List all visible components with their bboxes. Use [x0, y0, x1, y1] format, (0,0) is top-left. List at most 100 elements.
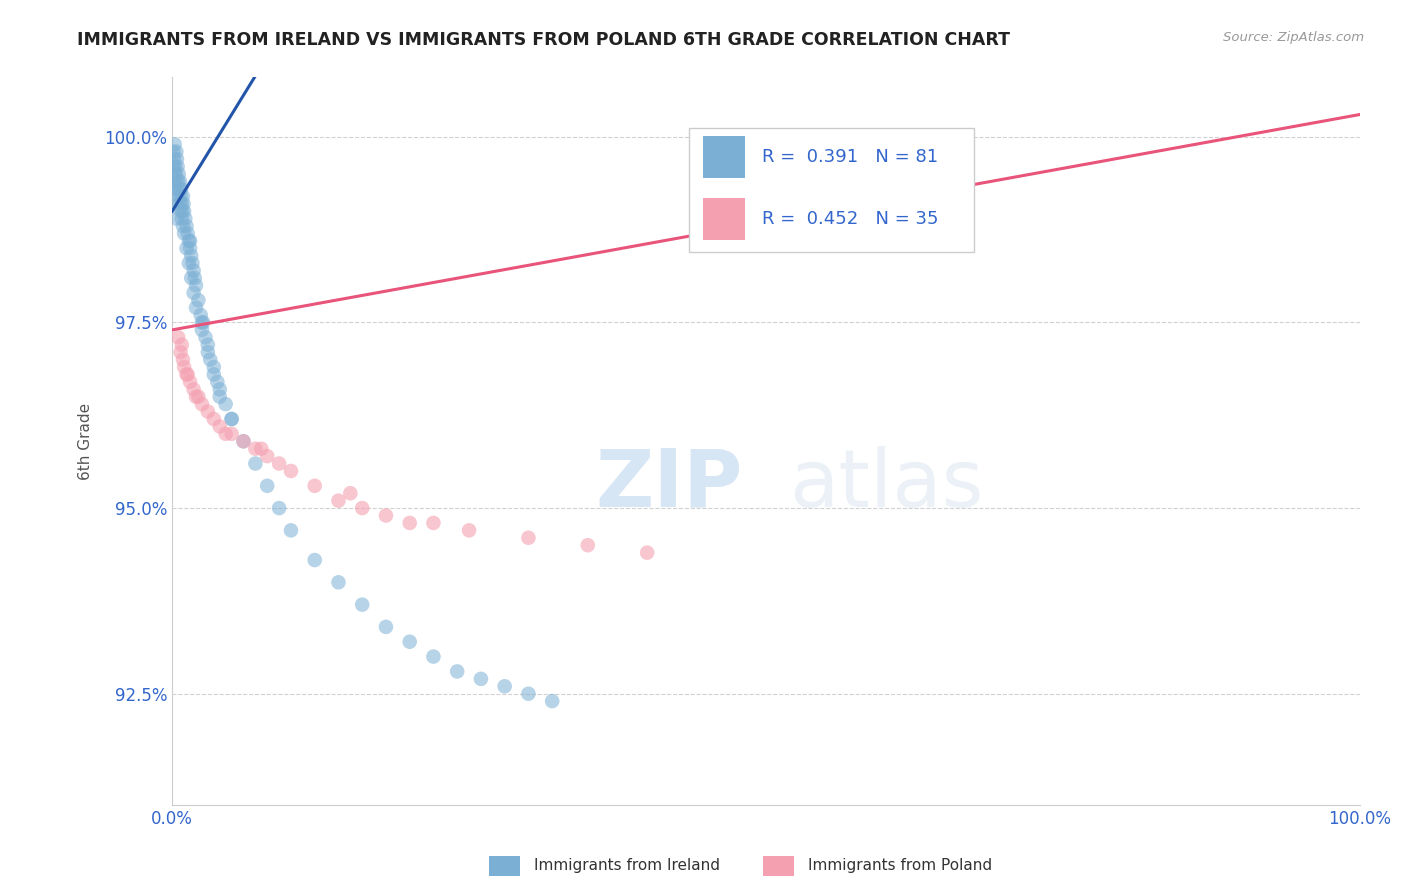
Text: ZIP: ZIP	[595, 446, 742, 524]
FancyBboxPatch shape	[689, 128, 973, 252]
Point	[232, 434, 254, 449]
Point	[177, 234, 200, 248]
Point	[184, 390, 207, 404]
Point	[179, 375, 201, 389]
Point	[169, 345, 191, 359]
Point	[162, 145, 184, 159]
Point	[375, 508, 398, 523]
Point	[187, 293, 209, 308]
Text: Immigrants from Poland: Immigrants from Poland	[808, 858, 993, 872]
Point	[269, 501, 291, 516]
Point	[165, 167, 187, 181]
Point	[163, 167, 186, 181]
Point	[422, 649, 444, 664]
Point	[163, 182, 186, 196]
Point	[208, 419, 231, 434]
Point	[170, 337, 193, 351]
Point	[494, 679, 516, 693]
Point	[169, 174, 191, 188]
Point	[169, 182, 191, 196]
Point	[170, 211, 193, 226]
Point	[172, 219, 194, 233]
Point	[200, 352, 222, 367]
Point	[197, 345, 219, 359]
Point	[162, 160, 184, 174]
Point	[191, 397, 214, 411]
Point	[184, 278, 207, 293]
Point	[177, 256, 200, 270]
Point	[176, 241, 198, 255]
Point	[173, 196, 195, 211]
Point	[174, 211, 197, 226]
Point	[176, 368, 198, 382]
Point	[194, 330, 217, 344]
Point	[163, 152, 186, 166]
Point	[541, 694, 564, 708]
Point	[187, 390, 209, 404]
Point	[180, 249, 202, 263]
Point	[197, 404, 219, 418]
Point	[179, 234, 201, 248]
Point	[190, 308, 212, 322]
Point	[169, 196, 191, 211]
Point	[352, 598, 374, 612]
Text: IMMIGRANTS FROM IRELAND VS IMMIGRANTS FROM POLAND 6TH GRADE CORRELATION CHART: IMMIGRANTS FROM IRELAND VS IMMIGRANTS FR…	[77, 31, 1011, 49]
Point	[172, 204, 194, 219]
Point	[170, 196, 193, 211]
Point	[245, 457, 267, 471]
Point	[166, 160, 188, 174]
Point	[176, 227, 198, 241]
Point	[167, 174, 190, 188]
Point	[280, 524, 302, 538]
Point	[166, 182, 188, 196]
Point	[221, 412, 243, 426]
Point	[280, 464, 302, 478]
Point	[304, 479, 326, 493]
Point	[517, 687, 540, 701]
Point	[176, 368, 198, 382]
Point	[176, 219, 198, 233]
Text: atlas: atlas	[790, 446, 984, 524]
Point	[256, 449, 278, 463]
Point	[208, 390, 231, 404]
Point	[398, 634, 420, 648]
Point	[172, 352, 194, 367]
Point	[202, 359, 225, 374]
Point	[167, 189, 190, 203]
Point	[215, 397, 238, 411]
Point	[375, 620, 398, 634]
Point	[165, 196, 187, 211]
Point	[169, 189, 191, 203]
Point	[167, 167, 190, 181]
Point	[165, 160, 187, 174]
Point	[170, 182, 193, 196]
Point	[250, 442, 273, 456]
Point	[328, 493, 350, 508]
Point	[207, 375, 229, 389]
Point	[172, 189, 194, 203]
Point	[165, 174, 187, 188]
Point	[180, 271, 202, 285]
Point	[197, 337, 219, 351]
Point	[517, 531, 540, 545]
Point	[458, 524, 481, 538]
Point	[184, 271, 207, 285]
Point	[202, 368, 225, 382]
Point	[221, 412, 243, 426]
Point	[191, 323, 214, 337]
Point	[304, 553, 326, 567]
Point	[202, 412, 225, 426]
Y-axis label: 6th Grade: 6th Grade	[79, 402, 93, 480]
Point	[636, 546, 658, 560]
Point	[167, 330, 190, 344]
Point	[873, 145, 896, 159]
Point	[191, 316, 214, 330]
Point	[181, 256, 204, 270]
Point	[183, 382, 205, 396]
Point	[576, 538, 599, 552]
Point	[184, 301, 207, 315]
Text: Source: ZipAtlas.com: Source: ZipAtlas.com	[1223, 31, 1364, 45]
Point	[173, 227, 195, 241]
Point	[191, 316, 214, 330]
Point	[398, 516, 420, 530]
